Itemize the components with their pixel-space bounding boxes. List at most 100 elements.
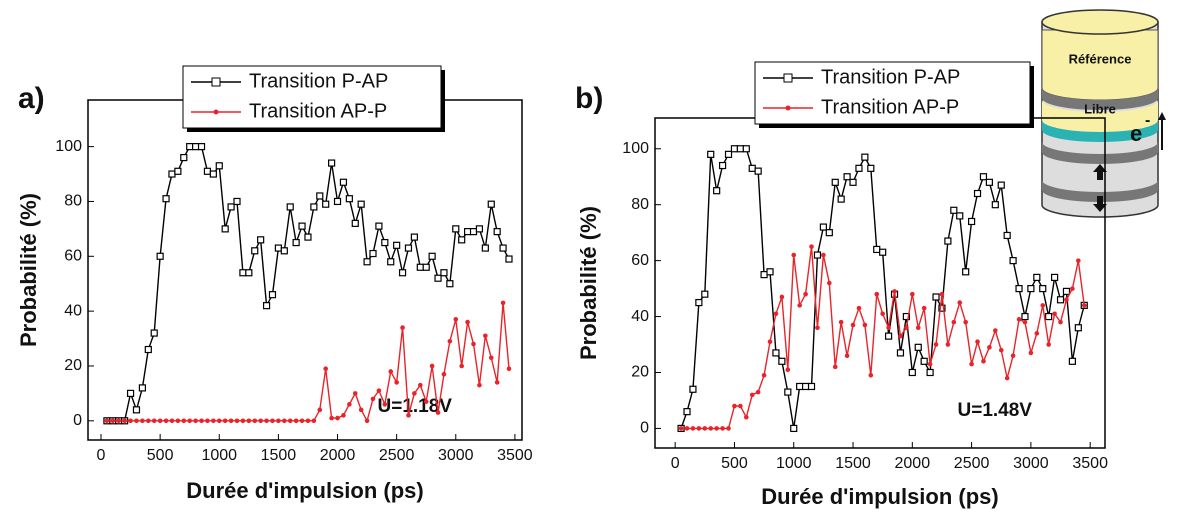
point <box>914 343 922 351</box>
x-tick-label: 3500 <box>1072 455 1108 472</box>
point <box>335 415 340 421</box>
point <box>997 181 1005 189</box>
x-tick-label: 3000 <box>1013 455 1049 472</box>
point <box>736 145 744 153</box>
point <box>216 418 222 424</box>
point <box>926 368 934 377</box>
point <box>363 258 371 266</box>
point <box>440 269 448 277</box>
point <box>347 402 352 407</box>
point <box>268 291 277 299</box>
point <box>258 418 263 424</box>
y-tick-label: 60 <box>631 252 649 269</box>
point <box>825 229 833 237</box>
point <box>393 241 401 249</box>
point <box>506 366 512 372</box>
point <box>755 389 761 395</box>
point <box>357 200 365 208</box>
point <box>138 384 146 392</box>
point <box>382 402 388 407</box>
point <box>879 248 887 256</box>
point <box>110 418 116 424</box>
point <box>310 203 318 211</box>
point <box>832 364 838 370</box>
point <box>1033 273 1041 282</box>
point <box>388 369 394 374</box>
point <box>156 252 164 260</box>
point <box>435 410 441 415</box>
legend <box>182 65 442 129</box>
point <box>1022 319 1028 325</box>
point <box>394 380 399 385</box>
point <box>1062 287 1071 295</box>
point <box>713 187 721 195</box>
point <box>116 418 122 424</box>
point <box>850 322 856 328</box>
y-tick-label: 60 <box>64 248 82 265</box>
point <box>831 178 839 186</box>
point <box>910 291 915 297</box>
point <box>505 255 513 263</box>
point <box>264 418 269 424</box>
point <box>317 407 323 413</box>
point <box>867 164 875 172</box>
point <box>886 325 891 331</box>
point <box>803 291 808 297</box>
point <box>1004 375 1010 381</box>
panel-label: b) <box>575 82 603 115</box>
legend-marker <box>213 109 219 115</box>
point <box>815 325 820 331</box>
point <box>339 178 348 186</box>
point <box>979 173 988 181</box>
x-tick-label: 2500 <box>954 455 990 472</box>
point <box>104 418 110 424</box>
point <box>819 223 827 231</box>
point <box>690 426 696 431</box>
x-axis-label: Durée d'impulsion (ps) <box>186 478 423 503</box>
point <box>488 355 494 361</box>
y-axis-label: Probabilité (%) <box>576 206 601 360</box>
point <box>1045 312 1053 321</box>
point <box>797 303 802 308</box>
point <box>956 212 964 220</box>
point <box>146 418 151 424</box>
point <box>422 263 430 271</box>
point <box>1068 357 1076 365</box>
point <box>245 269 253 277</box>
point <box>998 347 1004 353</box>
point <box>369 249 377 258</box>
legend-marker <box>785 105 791 111</box>
point <box>205 418 210 424</box>
point <box>856 305 862 311</box>
point <box>861 153 869 161</box>
y-tick-label: 80 <box>631 196 649 213</box>
point <box>180 153 188 162</box>
point <box>773 311 779 317</box>
point <box>404 244 413 252</box>
point <box>837 195 845 203</box>
y-tick-label: 0 <box>73 412 82 429</box>
layer-label: Libre <box>1084 101 1116 116</box>
x-tick-label: 1500 <box>835 455 871 472</box>
point <box>944 237 952 245</box>
point <box>720 426 725 431</box>
panel-label: a) <box>18 82 45 115</box>
point <box>452 225 460 233</box>
point <box>298 222 306 230</box>
point <box>417 382 423 388</box>
point <box>151 418 157 424</box>
point <box>784 388 792 396</box>
point <box>993 328 998 333</box>
point <box>465 319 470 325</box>
x-tick-label: 2500 <box>379 447 415 464</box>
point <box>305 418 311 424</box>
point <box>975 339 980 345</box>
electron-label: e <box>1130 121 1142 146</box>
point <box>434 274 442 282</box>
point <box>969 361 974 367</box>
point <box>228 418 234 424</box>
point <box>215 162 223 170</box>
point <box>144 345 152 354</box>
point <box>844 353 850 359</box>
